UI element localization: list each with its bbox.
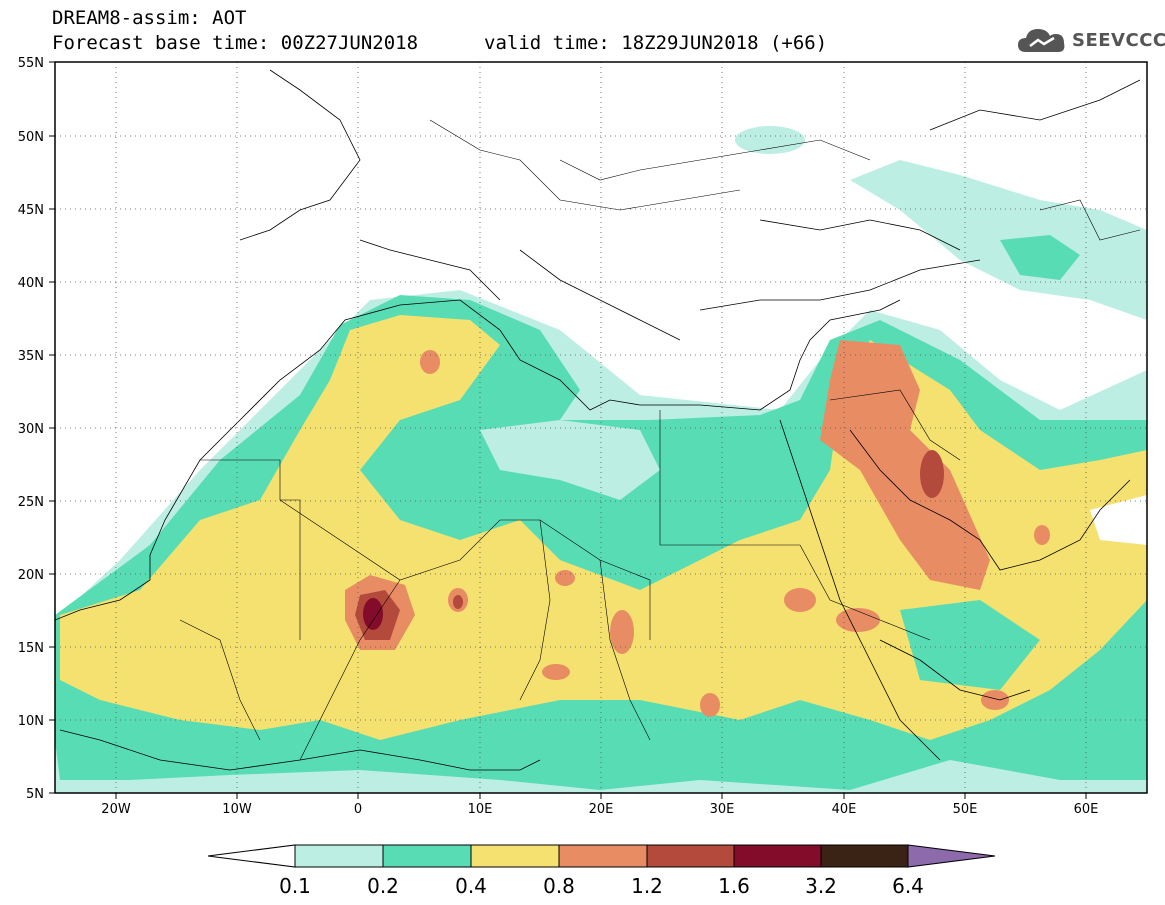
tick-marks (49, 61, 1087, 799)
lat-label: 25N (18, 495, 44, 510)
colorbar (207, 844, 996, 868)
gridlines (55, 62, 1147, 793)
longitude-labels: 20W 10W 0 10E 20E 30E 40E 50E 60E (101, 802, 1098, 817)
colorbar-label: 3.2 (805, 874, 837, 898)
lon-label: 50E (953, 802, 978, 817)
lat-label: 10N (18, 714, 44, 729)
colorbar-labels: 0.1 0.2 0.4 0.8 1.2 1.6 3.2 6.4 (279, 874, 924, 898)
coastlines (55, 69, 1141, 771)
colorbar-segment (907, 844, 996, 868)
lat-label: 5N (26, 787, 44, 802)
colorbar-segment (733, 844, 822, 868)
colorbar-segment (207, 844, 296, 868)
colorbar-segment (470, 844, 560, 868)
lon-label: 10W (222, 802, 252, 817)
colorbar-label: 0.4 (455, 874, 487, 898)
latitude-labels: 55N 50N 45N 40N 35N 30N 25N 20N 15N 10N … (18, 56, 44, 802)
colorbar-segment (382, 844, 472, 868)
lon-label: 30E (710, 802, 735, 817)
colorbar-segment (294, 844, 384, 868)
colorbar-segment (558, 844, 648, 868)
valid-time: valid time: 18Z29JUN2018 (+66) (484, 32, 828, 54)
cloud-logo-icon (1018, 29, 1065, 52)
logo-text: SEEVCCC (1072, 29, 1165, 51)
seevccc-logo: SEEVCCC (1016, 20, 1165, 60)
lat-label: 35N (18, 349, 44, 364)
lat-label: 40N (18, 276, 44, 291)
colorbar-label: 1.2 (631, 874, 663, 898)
lon-label: 10E (468, 802, 493, 817)
lat-label: 45N (18, 203, 44, 218)
lon-label: 60E (1074, 802, 1099, 817)
lat-label: 55N (18, 56, 44, 71)
forecast-base-time: Forecast base time: 00Z27JUN2018 (52, 32, 419, 54)
lat-label: 20N (18, 568, 44, 583)
map-title: DREAM8-assim: AOT (52, 7, 247, 29)
colorbar-label: 1.6 (718, 874, 750, 898)
lat-label: 50N (18, 130, 44, 145)
lat-label: 30N (18, 422, 44, 437)
colorbar-label: 0.1 (279, 874, 311, 898)
colorbar-label: 0.2 (367, 874, 399, 898)
colorbar-label: 0.8 (543, 874, 575, 898)
colorbar-segment (820, 844, 909, 868)
lon-label: 20E (589, 802, 614, 817)
colorbar-label: 6.4 (892, 874, 924, 898)
lon-label: 40E (832, 802, 857, 817)
lat-label: 15N (18, 641, 44, 656)
lon-label: 0 (354, 802, 362, 817)
lon-label: 20W (101, 802, 131, 817)
colorbar-segment (646, 844, 735, 868)
